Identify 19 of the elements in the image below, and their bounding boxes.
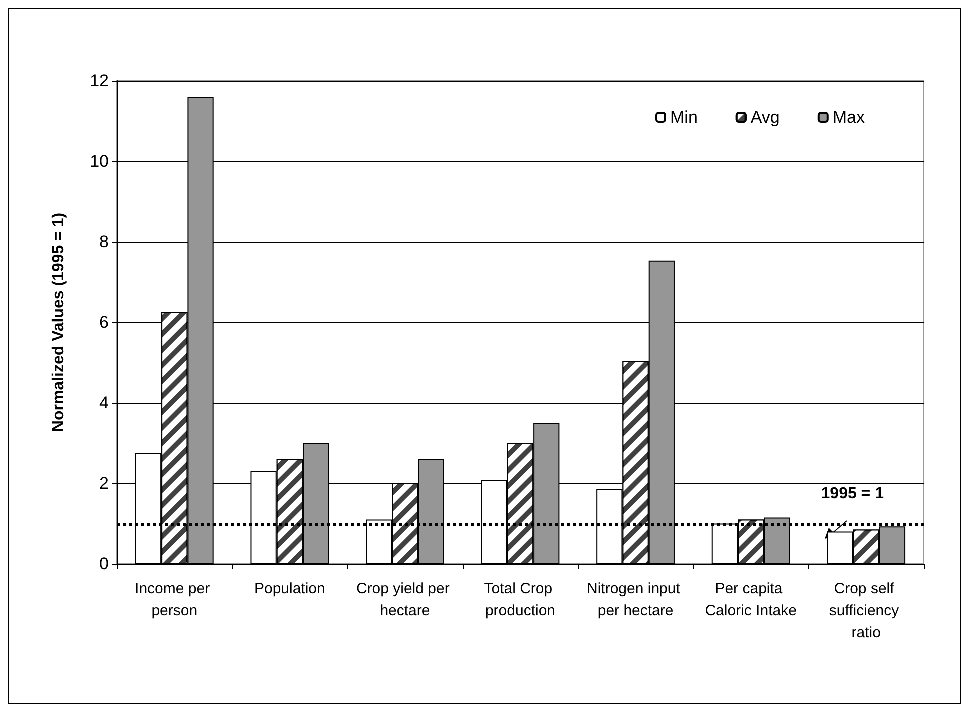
x-tick-label: Population (254, 580, 326, 598)
x-tick-label: Income per person (135, 580, 214, 620)
y-tick-label: 0 (100, 554, 109, 574)
legend-label: Max (832, 108, 866, 127)
legend-label: Min (670, 108, 698, 127)
ref-line-label: 1995 = 1 (821, 485, 884, 502)
x-tick-label: Per capita Caloric Intake (705, 580, 797, 620)
x-tick-label: Crop yield per hectare (356, 580, 454, 620)
legend-label: Avg (750, 108, 780, 127)
y-tick-label: 2 (100, 474, 109, 493)
x-tick-label: Nitrogen input per hectare (587, 580, 685, 620)
y-tick-label: 10 (90, 152, 109, 171)
y-tick-label: 6 (100, 313, 109, 332)
y-tick-label: 4 (100, 394, 109, 412)
y-axis-title: Normalized Values (1995 = 1) (50, 212, 68, 432)
x-tick-label: Total Crop production (484, 580, 557, 620)
x-tick-label: Crop self sufficiency ratio (829, 580, 904, 642)
y-tick-label: 12 (90, 72, 109, 90)
y-tick-label: 8 (100, 232, 109, 252)
